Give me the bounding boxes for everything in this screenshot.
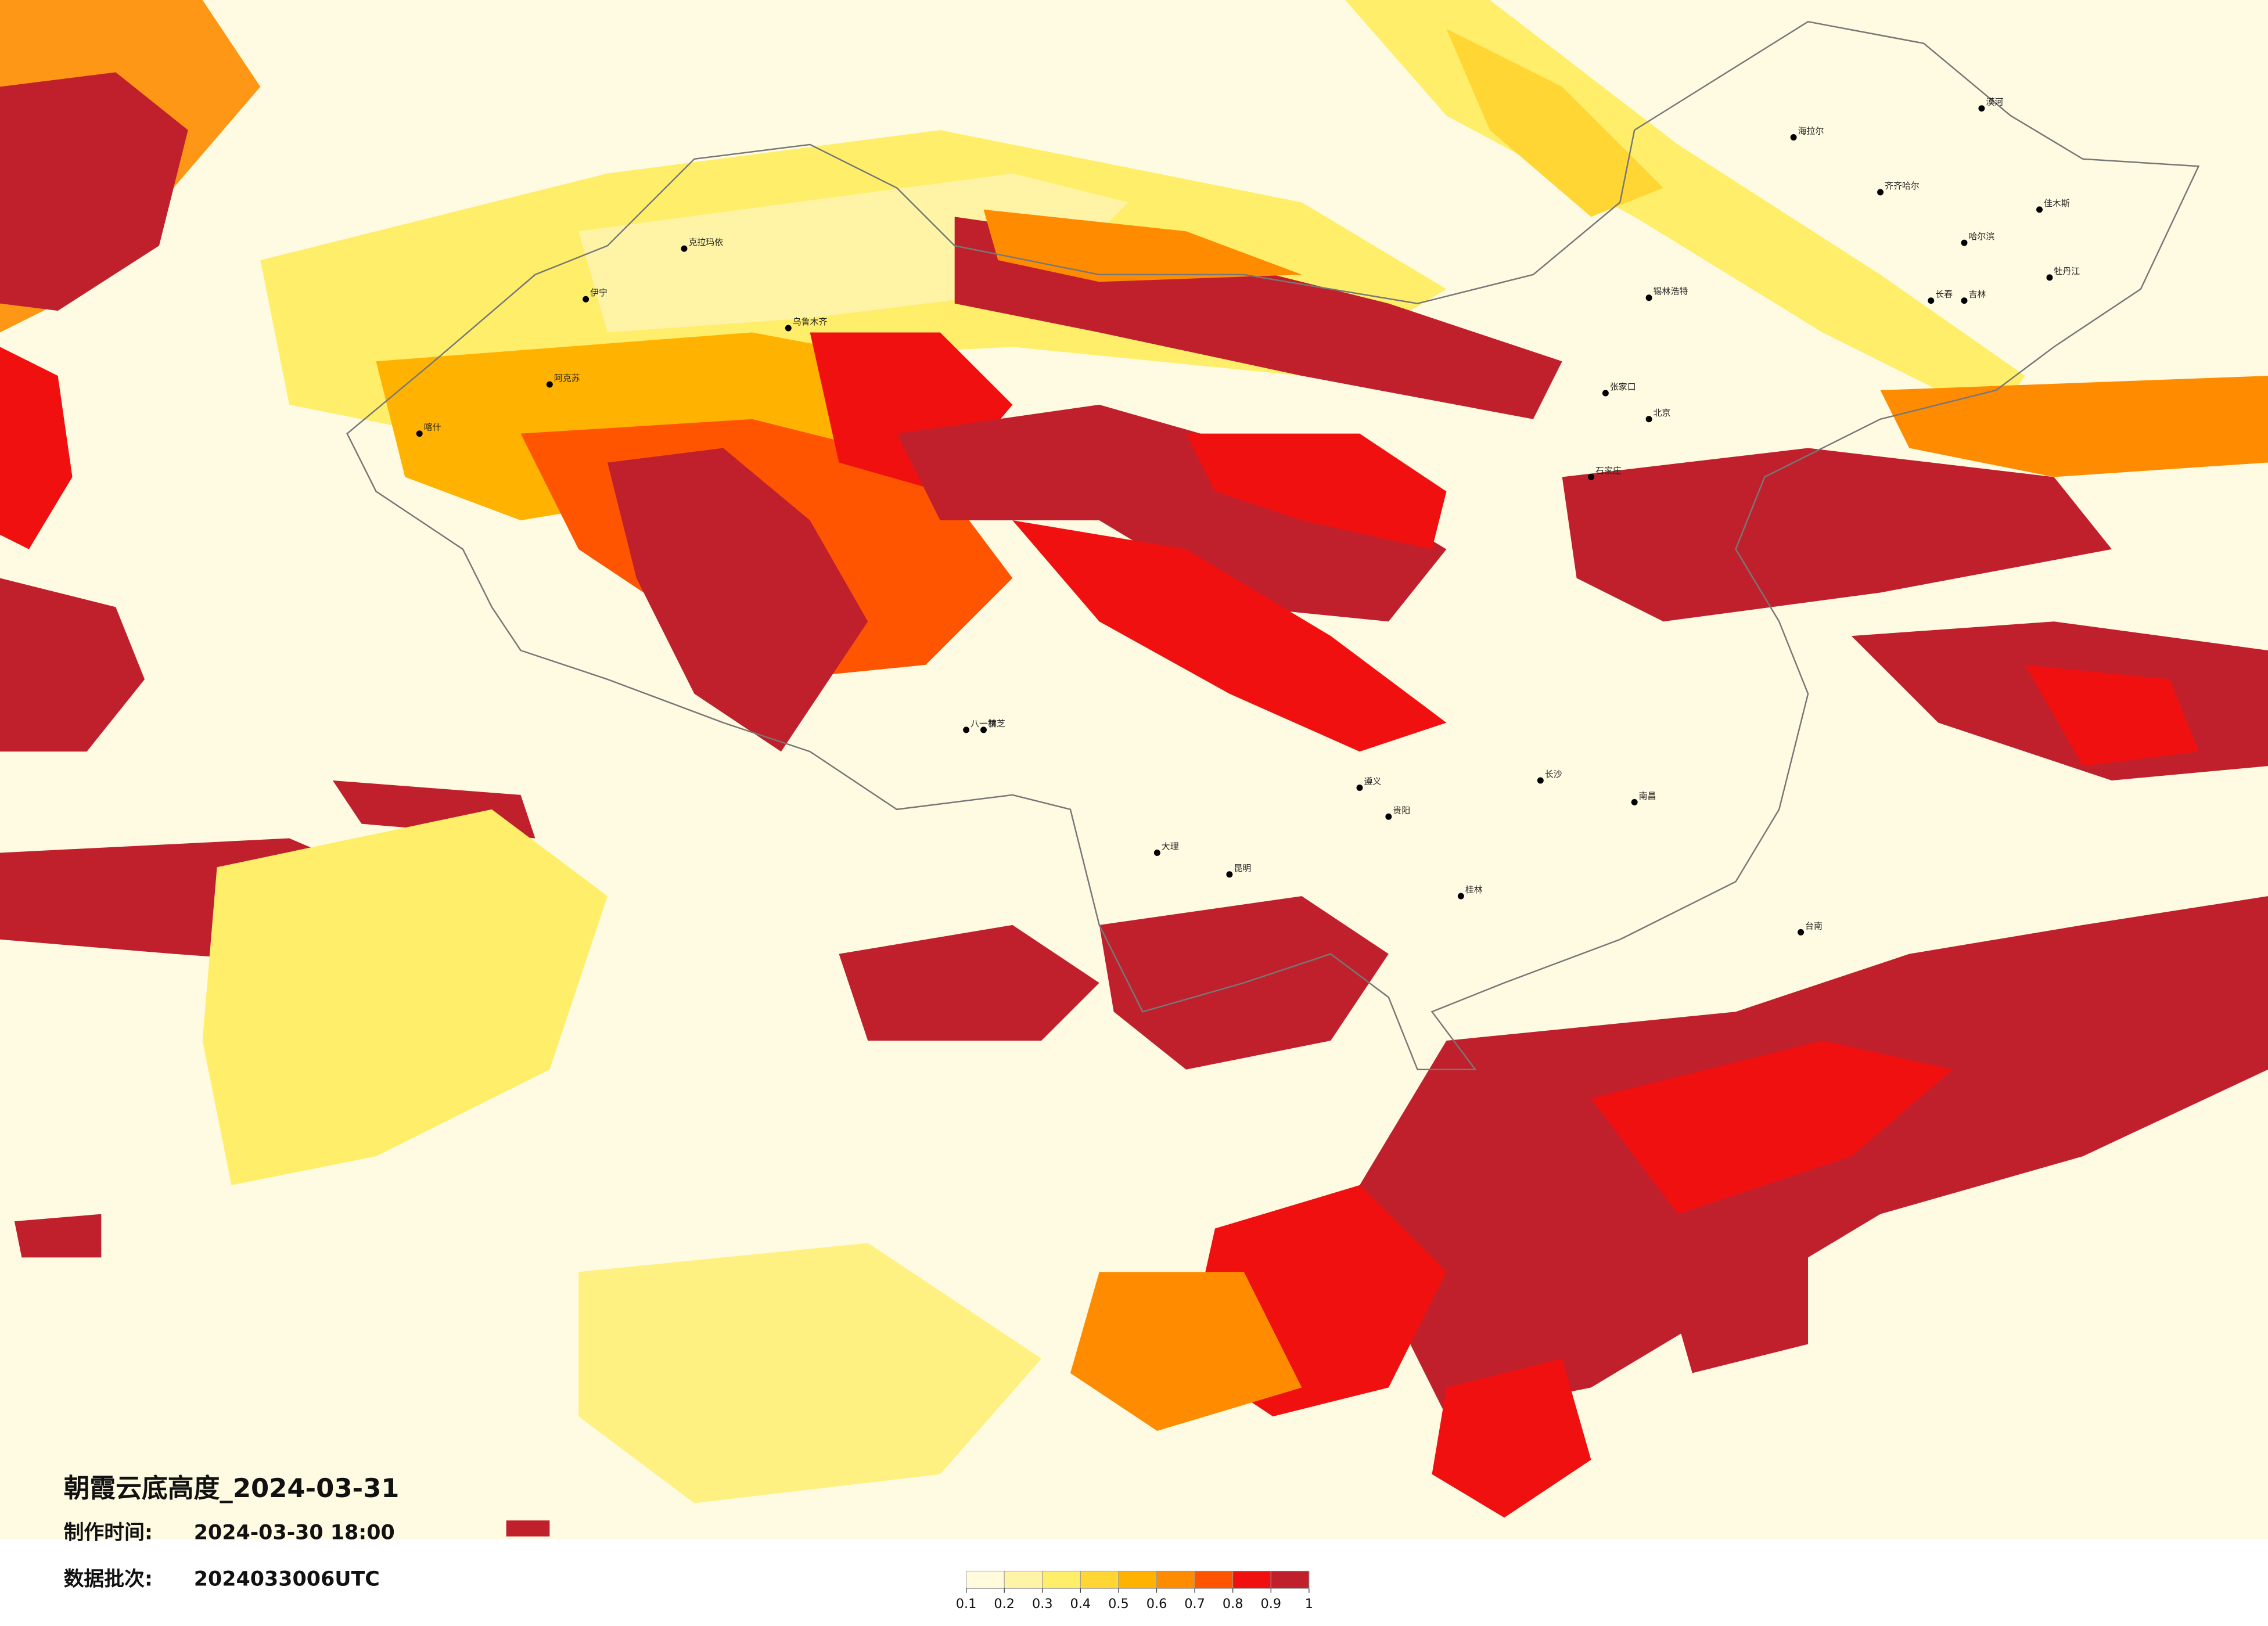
city-label: 伊宁 [590,287,608,298]
city-dot [416,430,423,437]
legend-swatch [1004,1570,1043,1589]
country-border [346,21,2200,1071]
city-dot [1457,893,1464,900]
city-label: 克拉玛依 [688,237,723,247]
city-dot [1978,105,1985,112]
city-dot [681,245,688,252]
city-label: 吉林 [1968,289,1986,300]
legend-swatch [1156,1570,1195,1589]
legend-swatch [1080,1570,1119,1589]
batch-label: 数据批次: [64,1567,153,1591]
city-label: 海拉尔 [1798,125,1824,136]
city-label: 齐齐哈尔 [1885,181,1920,191]
city-label: 阿克苏 [554,373,580,383]
map-title: 朝霞云底高度_2024-03-31 [64,1473,400,1503]
legend-tick-label: 1 [1305,1596,1313,1611]
legend-tick-label: 0.2 [994,1596,1015,1611]
city-label: 佳木斯 [2044,198,2070,208]
batch: 2024033006UTC [194,1567,380,1591]
city-label: 大理 [1162,841,1179,851]
city-dot [1631,798,1638,805]
city-dot [1928,297,1935,304]
city-label: 遵义 [1364,776,1381,786]
city-dot [1961,239,1968,246]
city-label: 漠河 [1986,97,2003,107]
legend-swatch [1042,1570,1081,1589]
city-label: 昆明 [1234,863,1251,873]
city-dot [2036,206,2043,213]
city-dot [546,381,553,388]
city-label: 长春 [1935,289,1953,300]
legend-tick-label: 0.6 [1146,1596,1167,1611]
legend-tick-label: 0.9 [1260,1596,1281,1611]
city-dot [1645,416,1652,423]
city-dot [785,325,792,332]
city-dot [1356,784,1363,791]
legend: 0.1 0.2 0.3 0.4 0.5 0.6 0.7 0.8 0.9 1 [956,1570,1313,1611]
city-dot [980,726,987,733]
legend-swatch [1232,1570,1271,1589]
city-label: 牡丹江 [2054,266,2080,276]
city-label: 张家口 [1610,382,1636,392]
city-label: 贵阳 [1393,805,1410,815]
legend-swatch [1270,1570,1310,1589]
city-label: 台南 [1805,920,1823,931]
cloud-field [0,0,2268,1537]
city-dot [1385,813,1392,820]
legend-tick-label: 0.7 [1184,1596,1205,1611]
city-dot [1645,294,1652,301]
city-label: 乌鲁木齐 [793,316,828,327]
city-label: 八一镇 [971,718,997,729]
city-dot [1153,849,1160,856]
legend-swatch [1194,1570,1234,1589]
legend-tick-label: 0.1 [956,1596,977,1611]
legend-tick-label: 0.3 [1032,1596,1053,1611]
city-label: 喀什 [424,422,441,433]
city-dot [1587,473,1594,480]
city-dot [1877,189,1884,196]
made-label: 制作时间: [64,1521,153,1545]
legend-swatch [966,1570,1005,1589]
city-dot [1798,929,1805,936]
city-dot [1602,390,1609,397]
city-label: 长沙 [1545,769,1562,779]
legend-tick-label: 0.5 [1108,1596,1129,1611]
city-dot [1537,777,1544,784]
city-label: 锡林浩特 [1654,286,1688,297]
city-dot [1226,871,1233,878]
city-label: 石家庄 [1595,465,1622,476]
city-label: 林芝 [988,718,1005,729]
city-label: 哈尔滨 [1968,231,1994,242]
legend-swatch [1118,1570,1158,1589]
city-label: 南昌 [1639,790,1656,801]
legend-tick-label: 0.8 [1223,1596,1243,1611]
city-dot [583,296,590,303]
city-dot [963,726,970,733]
city-dot [1790,134,1797,141]
city-label: 北京 [1654,408,1671,418]
city-label: 桂林 [1465,884,1483,895]
city-dot [1961,297,1968,304]
legend-tick-label: 0.4 [1070,1596,1091,1611]
made-time: 2024-03-30 18:00 [194,1521,395,1545]
city-dot [2046,274,2053,281]
